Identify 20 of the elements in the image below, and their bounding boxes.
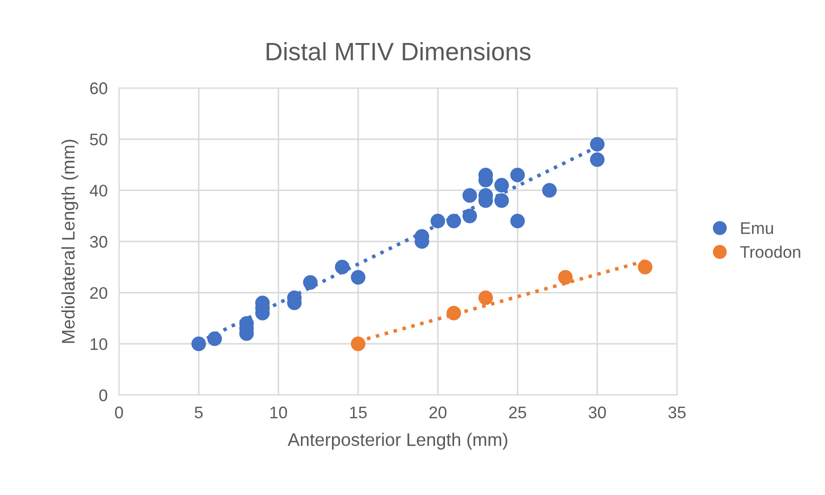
x-tick-label: 35 xyxy=(668,406,686,418)
x-tick-label: 10 xyxy=(270,406,288,418)
y-tick-label: 30 xyxy=(90,236,108,248)
x-tick-label: 25 xyxy=(509,406,526,418)
x-tick-label: 15 xyxy=(350,406,367,418)
legend-label: Troodon xyxy=(740,246,800,258)
y-tick-label: 50 xyxy=(90,134,108,146)
y-axis-title: Mediolateral Length (mm) xyxy=(61,140,78,343)
y-tick-label: 0 xyxy=(99,389,108,402)
y-tick-label: 20 xyxy=(90,287,108,299)
legend-label: Emu xyxy=(741,222,773,234)
chart-title: Distal MTIV Dimensions xyxy=(266,42,530,60)
x-axis-title: Anterposterior Length (mm) xyxy=(288,432,508,450)
x-tick-label: 30 xyxy=(588,406,606,418)
y-tick-label: 40 xyxy=(90,184,108,197)
y-tick-label: 60 xyxy=(90,82,108,94)
x-tick-label: 20 xyxy=(429,406,446,418)
x-tick-label: 5 xyxy=(194,406,203,418)
x-tick-label: 0 xyxy=(115,406,123,418)
y-tick-label: 10 xyxy=(90,338,108,350)
